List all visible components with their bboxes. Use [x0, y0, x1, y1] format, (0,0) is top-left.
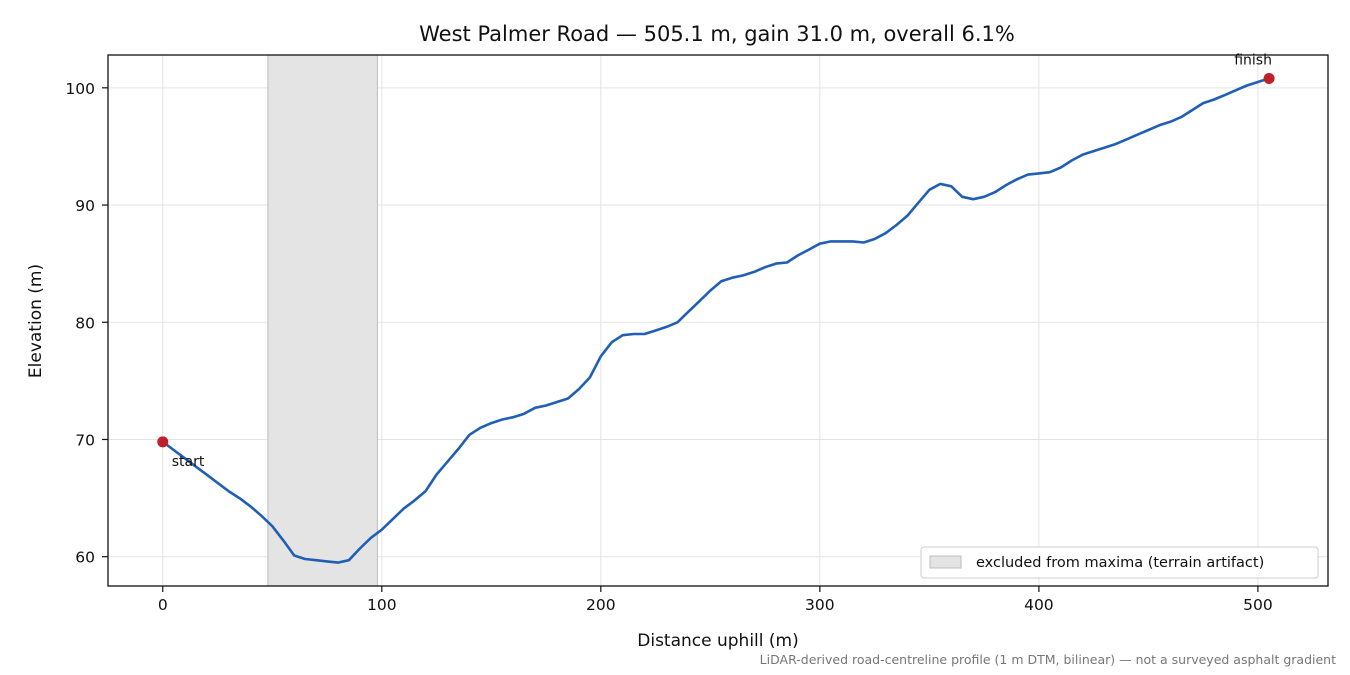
legend-label-excluded: excluded from maxima (terrain artifact) [976, 555, 1264, 571]
series-layer [161, 77, 1271, 564]
x-tick-label: 500 [1243, 596, 1273, 614]
y-tick-label: 80 [75, 314, 95, 332]
footnote: LiDAR-derived road-centreline profile (1… [760, 652, 1336, 667]
x-tick-label: 0 [158, 596, 168, 614]
plot-frame [107, 54, 1329, 587]
legend-box [920, 546, 1319, 579]
finish-label: finish [1234, 52, 1272, 68]
y-axis-label: Elevation (m) [26, 264, 46, 378]
start-marker [157, 436, 169, 448]
x-axis-label: Distance uphill (m) [637, 631, 798, 651]
axis-ticks: 0 100 200 300 400 500 60 70 80 90 100 [65, 80, 1272, 614]
x-tick-label: 300 [805, 596, 835, 614]
elevation-series-line [161, 77, 1271, 564]
y-tick-label: 60 [75, 549, 95, 567]
chart-title: West Palmer Road — 505.1 m, gain 31.0 m,… [419, 22, 1015, 46]
y-tick-label: 70 [75, 431, 95, 449]
x-tick-label: 400 [1024, 596, 1054, 614]
y-tick-label: 100 [65, 80, 95, 98]
excluded-band [267, 55, 378, 586]
x-tick-label: 100 [367, 596, 397, 614]
start-label: start [172, 454, 205, 470]
x-tick-label: 200 [586, 596, 616, 614]
markers-layer [157, 72, 1275, 448]
legend: excluded from maxima (terrain artifact) [920, 546, 1319, 579]
finish-marker [1263, 72, 1275, 84]
annotations: start finish [172, 52, 1272, 469]
legend-swatch-excluded [929, 555, 962, 569]
excluded-band-layer [267, 55, 378, 586]
y-tick-label: 90 [75, 197, 95, 215]
